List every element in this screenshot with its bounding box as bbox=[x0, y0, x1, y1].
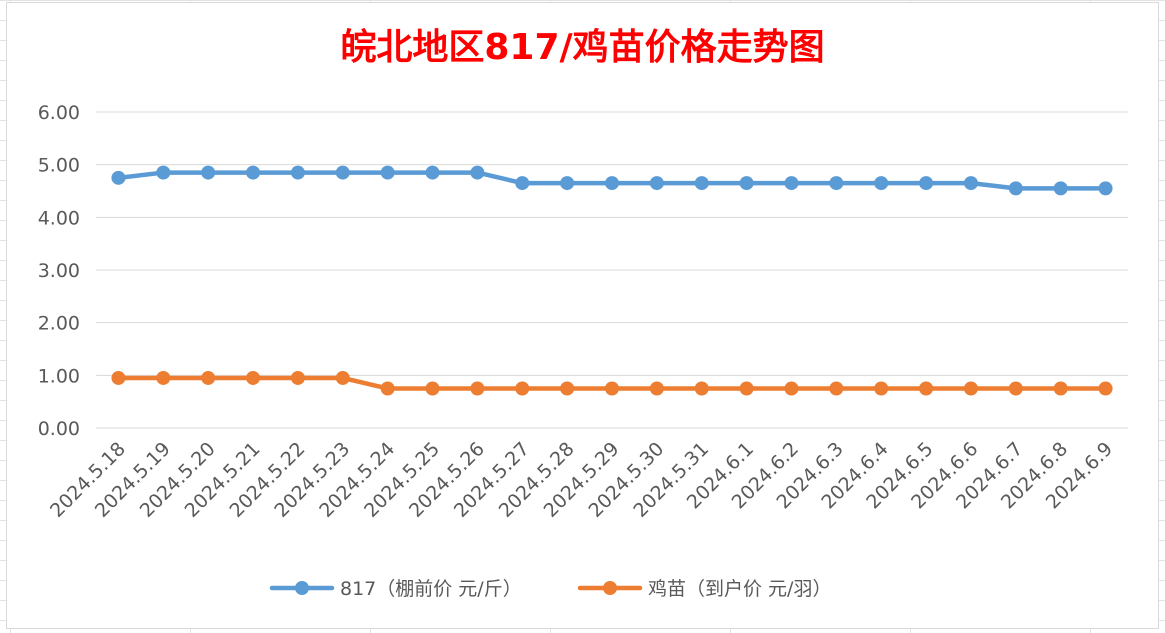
data-point bbox=[605, 381, 619, 396]
y-tick-label: 5.00 bbox=[38, 155, 80, 177]
data-point bbox=[963, 176, 978, 191]
data-point bbox=[560, 176, 575, 191]
data-point bbox=[560, 381, 575, 396]
data-point bbox=[470, 381, 485, 396]
data-point bbox=[111, 170, 126, 185]
data-point bbox=[874, 176, 889, 191]
legend-label: 817（棚前价 元/斤） bbox=[340, 578, 522, 600]
data-point bbox=[111, 370, 126, 385]
data-point bbox=[605, 176, 619, 191]
data-point bbox=[1098, 381, 1113, 396]
data-point bbox=[515, 176, 530, 191]
data-point bbox=[1053, 181, 1068, 196]
y-tick-label: 1.00 bbox=[38, 365, 80, 387]
chart-area[interactable] bbox=[6, 2, 1159, 629]
chart-title: 皖北地区817/鸡苗价格走势图 bbox=[340, 27, 825, 68]
data-point bbox=[919, 381, 934, 396]
data-point bbox=[963, 381, 978, 396]
data-point bbox=[380, 165, 395, 180]
data-point bbox=[156, 370, 171, 385]
data-point bbox=[246, 370, 261, 385]
y-tick-label: 6.00 bbox=[38, 102, 80, 124]
data-point bbox=[874, 381, 889, 396]
data-point bbox=[784, 381, 799, 396]
legend-label: 鸡苗（到户价 元/羽） bbox=[648, 578, 831, 600]
data-point bbox=[335, 370, 350, 385]
data-point bbox=[290, 165, 305, 180]
data-point bbox=[156, 165, 171, 180]
data-point bbox=[1053, 381, 1068, 396]
data-point bbox=[784, 176, 799, 191]
data-point bbox=[201, 370, 216, 385]
data-point bbox=[829, 381, 844, 396]
data-point bbox=[649, 176, 664, 191]
y-tick-label: 4.00 bbox=[38, 207, 80, 229]
legend-marker bbox=[603, 581, 617, 595]
data-point bbox=[829, 176, 844, 191]
data-point bbox=[470, 165, 485, 180]
data-point bbox=[380, 381, 395, 396]
data-point bbox=[1008, 181, 1023, 196]
data-point bbox=[515, 381, 530, 396]
data-point bbox=[290, 370, 305, 385]
data-point bbox=[694, 176, 709, 191]
data-point bbox=[425, 165, 440, 180]
data-point bbox=[1008, 381, 1023, 396]
legend-marker bbox=[295, 581, 309, 595]
data-point bbox=[739, 381, 754, 396]
data-point bbox=[694, 381, 709, 396]
data-point bbox=[425, 381, 440, 396]
data-point bbox=[1098, 181, 1113, 196]
y-tick-label: 3.00 bbox=[38, 260, 80, 282]
y-tick-label: 0.00 bbox=[38, 418, 80, 440]
data-point bbox=[246, 165, 261, 180]
data-point bbox=[201, 165, 216, 180]
y-tick-label: 2.00 bbox=[38, 313, 80, 335]
data-point bbox=[739, 176, 754, 191]
data-point bbox=[919, 176, 934, 191]
data-point bbox=[649, 381, 664, 396]
data-point bbox=[335, 165, 350, 180]
